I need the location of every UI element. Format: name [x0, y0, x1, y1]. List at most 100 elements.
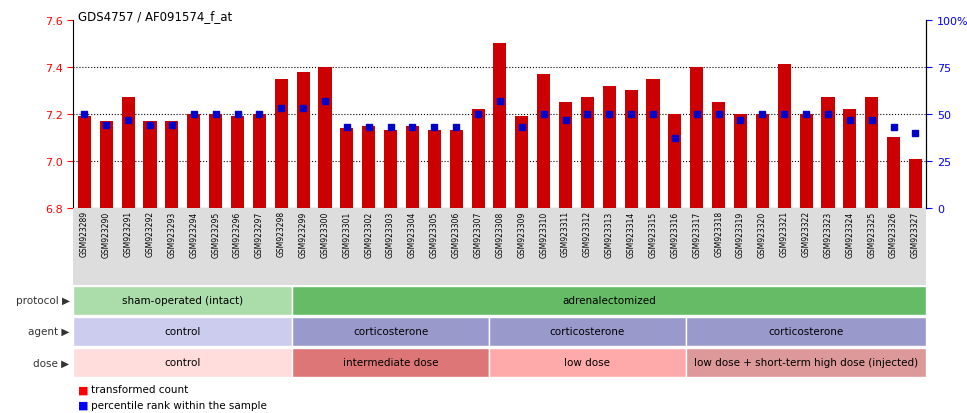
- FancyBboxPatch shape: [686, 348, 926, 377]
- Bar: [843, 110, 857, 209]
- Text: GSM923301: GSM923301: [342, 211, 351, 257]
- Text: corticosterone: corticosterone: [353, 326, 428, 337]
- Text: percentile rank within the sample: percentile rank within the sample: [91, 400, 267, 410]
- FancyBboxPatch shape: [73, 317, 292, 346]
- Bar: [450, 131, 463, 209]
- FancyBboxPatch shape: [489, 317, 686, 346]
- Text: ■: ■: [78, 385, 89, 394]
- FancyBboxPatch shape: [292, 286, 926, 315]
- Text: GDS4757 / AF091574_f_at: GDS4757 / AF091574_f_at: [78, 10, 233, 23]
- Bar: [297, 72, 309, 209]
- Bar: [384, 131, 397, 209]
- Text: transformed count: transformed count: [91, 385, 189, 394]
- Text: GSM923297: GSM923297: [255, 211, 264, 257]
- Bar: [143, 122, 157, 209]
- FancyBboxPatch shape: [73, 286, 292, 315]
- Text: GSM923312: GSM923312: [583, 211, 592, 257]
- Bar: [756, 115, 769, 209]
- Bar: [581, 98, 594, 209]
- FancyBboxPatch shape: [686, 317, 926, 346]
- Bar: [668, 115, 682, 209]
- Text: adrenalectomized: adrenalectomized: [563, 295, 657, 306]
- Text: agent ▶: agent ▶: [28, 326, 70, 337]
- Bar: [734, 115, 747, 209]
- Text: GSM923295: GSM923295: [211, 211, 220, 257]
- Text: protocol ▶: protocol ▶: [15, 295, 70, 306]
- Text: GSM923298: GSM923298: [277, 211, 285, 257]
- FancyBboxPatch shape: [292, 317, 489, 346]
- Text: GSM923327: GSM923327: [911, 211, 920, 257]
- Text: GSM923294: GSM923294: [190, 211, 198, 257]
- Text: GSM923318: GSM923318: [715, 211, 723, 257]
- Text: dose ▶: dose ▶: [34, 357, 70, 368]
- Text: GSM923296: GSM923296: [233, 211, 242, 257]
- Text: GSM923308: GSM923308: [495, 211, 505, 257]
- Bar: [821, 98, 835, 209]
- Bar: [559, 103, 572, 209]
- Text: GSM923310: GSM923310: [540, 211, 548, 257]
- Bar: [275, 79, 288, 209]
- Text: GSM923304: GSM923304: [408, 211, 417, 257]
- Text: GSM923322: GSM923322: [802, 211, 810, 257]
- Bar: [690, 68, 703, 209]
- Text: GSM923323: GSM923323: [824, 211, 833, 257]
- Text: intermediate dose: intermediate dose: [343, 357, 438, 368]
- Text: GSM923303: GSM923303: [386, 211, 396, 257]
- Text: ■: ■: [78, 400, 89, 410]
- Text: GSM923290: GSM923290: [102, 211, 111, 257]
- Text: GSM923289: GSM923289: [80, 211, 89, 257]
- Text: low dose: low dose: [565, 357, 610, 368]
- Text: GSM923302: GSM923302: [365, 211, 373, 257]
- Text: GSM923300: GSM923300: [320, 211, 330, 257]
- Text: control: control: [164, 326, 201, 337]
- Bar: [647, 79, 659, 209]
- Bar: [777, 65, 791, 209]
- Bar: [515, 117, 528, 209]
- Bar: [165, 122, 179, 209]
- Bar: [865, 98, 878, 209]
- Text: corticosterone: corticosterone: [769, 326, 844, 337]
- Text: GSM923293: GSM923293: [167, 211, 176, 257]
- Text: GSM923326: GSM923326: [889, 211, 898, 257]
- Bar: [209, 115, 222, 209]
- Bar: [363, 126, 375, 209]
- Bar: [100, 122, 113, 209]
- Text: GSM923324: GSM923324: [845, 211, 854, 257]
- Bar: [406, 126, 419, 209]
- Text: GSM923321: GSM923321: [779, 211, 789, 257]
- Bar: [231, 117, 244, 209]
- Bar: [78, 117, 91, 209]
- Text: GSM923305: GSM923305: [430, 211, 439, 257]
- Bar: [427, 131, 441, 209]
- Bar: [318, 68, 332, 209]
- Text: GSM923315: GSM923315: [649, 211, 658, 257]
- Bar: [252, 115, 266, 209]
- Bar: [602, 86, 616, 209]
- Text: GSM923307: GSM923307: [474, 211, 483, 257]
- Text: GSM923319: GSM923319: [736, 211, 745, 257]
- Text: GSM923291: GSM923291: [124, 211, 132, 257]
- Text: GSM923320: GSM923320: [758, 211, 767, 257]
- FancyBboxPatch shape: [292, 348, 489, 377]
- Bar: [712, 103, 725, 209]
- Bar: [537, 75, 550, 209]
- Text: low dose + short-term high dose (injected): low dose + short-term high dose (injecte…: [694, 357, 919, 368]
- Bar: [909, 159, 922, 209]
- Bar: [188, 115, 200, 209]
- Text: GSM923314: GSM923314: [627, 211, 635, 257]
- Text: control: control: [164, 357, 201, 368]
- FancyBboxPatch shape: [73, 348, 292, 377]
- Text: GSM923306: GSM923306: [452, 211, 460, 257]
- Bar: [625, 91, 637, 209]
- Text: GSM923316: GSM923316: [670, 211, 680, 257]
- Text: GSM923313: GSM923313: [604, 211, 614, 257]
- Bar: [800, 115, 812, 209]
- Text: GSM923299: GSM923299: [299, 211, 308, 257]
- Text: GSM923311: GSM923311: [561, 211, 570, 257]
- Text: corticosterone: corticosterone: [550, 326, 625, 337]
- Text: GSM923292: GSM923292: [146, 211, 155, 257]
- Text: GSM923317: GSM923317: [692, 211, 701, 257]
- Bar: [472, 110, 484, 209]
- FancyBboxPatch shape: [489, 348, 686, 377]
- Bar: [887, 138, 900, 209]
